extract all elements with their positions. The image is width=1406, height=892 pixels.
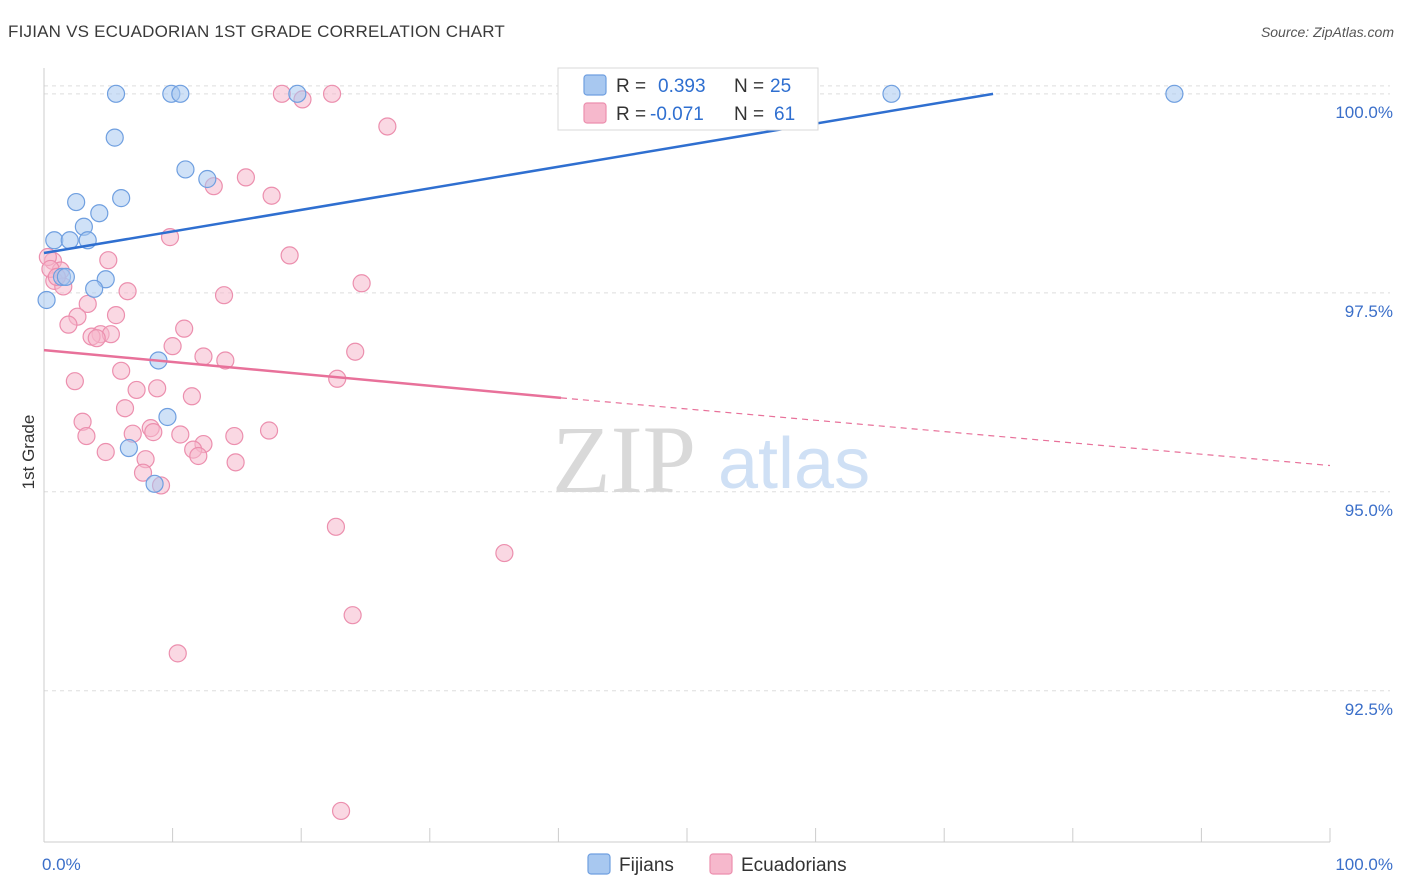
stats-legend: R = 0.393 N = 25 R = -0.071 N = 61: [557, 67, 819, 131]
watermark-atlas: atlas: [718, 424, 870, 504]
x-tick-label-1: 100.0%: [1335, 855, 1393, 874]
fijians-n-value: 25: [770, 76, 791, 97]
watermark: ZIP atlas: [552, 406, 870, 513]
ecuadorian-point-53: [326, 517, 346, 536]
chart-title: FIJIAN VS ECUADORIAN 1ST GRADE CORRELATI…: [8, 22, 506, 41]
ecuadorian-point-31: [65, 372, 84, 391]
y-tick-label-2: 97.5%: [1345, 302, 1393, 321]
ecuadorian-point-56: [168, 644, 187, 663]
ecuadorian-point-14: [352, 274, 371, 293]
fijian-point-22: [158, 407, 177, 427]
chart-source: Source: ZipAtlas.com: [1260, 24, 1394, 40]
fijian-point-11: [90, 204, 109, 223]
ecuadorian-point-51: [133, 463, 153, 482]
ecuadorians-r-label: R =: [616, 104, 646, 125]
fijian-point-13: [45, 231, 64, 250]
ecuadorian-point-1: [322, 84, 342, 103]
ecuadorian-point-17: [78, 294, 97, 314]
fijians-r-label: R =: [616, 76, 646, 97]
y-tick-label-0: 92.5%: [1345, 700, 1393, 719]
legend-fijians-swatch: [587, 853, 611, 875]
ecuadorian-trend-line-extension: [560, 397, 1331, 467]
ecuadorian-point-36: [115, 399, 135, 418]
ecuadorian-point-0: [272, 84, 292, 103]
fijian-point-20: [37, 290, 56, 310]
ecuadorian-point-50: [226, 453, 245, 472]
fijian-point-2: [171, 84, 190, 103]
fijian-point-0: [106, 84, 126, 103]
watermark-zip: ZIP: [552, 406, 696, 513]
ecuadorian-point-21: [175, 319, 194, 338]
y-axis-label: 1st Grade: [19, 415, 38, 490]
ecuadorian-point-15: [118, 282, 137, 301]
fijian-point-6: [105, 128, 124, 147]
ecuadorian-point-35: [182, 387, 201, 406]
fijians-r-value: 0.393: [658, 76, 706, 97]
ecuadorian-point-16: [214, 286, 234, 305]
trend-lines: [43, 92, 1331, 467]
ecuadorian-trend-line: [43, 348, 562, 400]
x-tick-label-0: 0.0%: [42, 855, 81, 874]
fijian-point-3: [288, 84, 307, 103]
ecuadorian-point-43: [77, 426, 96, 446]
legend-ecuadorians-swatch: [709, 853, 733, 875]
fijian-point-23: [119, 438, 138, 458]
ecuadorian-point-41: [171, 425, 190, 444]
fijian-point-8: [198, 169, 217, 189]
ecuadorian-point-30: [112, 361, 131, 380]
ecuadorian-point-4: [236, 168, 256, 187]
ecuadorian-point-48: [189, 446, 208, 466]
ecuadorian-point-18: [106, 306, 126, 325]
fijian-point-19: [85, 279, 104, 298]
legend-ecuadorians-label: Ecuadorians: [741, 855, 847, 876]
ecuadorian-point-9: [99, 251, 118, 270]
legend-fijians-label: Fijians: [619, 855, 674, 876]
ecuadorian-point-28: [194, 347, 213, 366]
ecuadorian-point-25: [87, 329, 106, 348]
ecuadorian-point-47: [96, 442, 115, 462]
ecuadorian-point-42: [259, 421, 279, 440]
fijian-point-14: [60, 231, 79, 250]
fijians-swatch: [583, 74, 607, 96]
y-tick-label-3: 100.0%: [1335, 103, 1393, 122]
ecuadorian-point-26: [163, 337, 182, 356]
fijian-trend-line: [43, 92, 994, 255]
ecuadorians-swatch: [583, 102, 607, 124]
ecuadorian-point-3: [378, 117, 397, 136]
fijian-point-7: [176, 160, 195, 179]
ecuadorian-point-27: [346, 342, 365, 361]
data-points: [37, 84, 1184, 821]
fijian-point-24: [145, 474, 164, 493]
y-tick-label-1: 95.0%: [1345, 501, 1393, 520]
fijian-point-5: [1165, 84, 1184, 103]
ecuadorian-point-54: [495, 543, 514, 563]
fijian-point-9: [67, 192, 86, 212]
ecuadorian-point-33: [127, 380, 146, 400]
ecuadorian-point-29: [216, 351, 235, 370]
ecuadorian-point-20: [59, 315, 78, 334]
ecuadorian-point-55: [343, 606, 362, 625]
ecuadorian-point-8: [280, 246, 299, 265]
ecuadorian-point-40: [144, 423, 163, 442]
fijian-point-4: [882, 84, 901, 103]
tick-labels: 92.5% 95.0% 97.5% 100.0% 0.0% 100.0%: [42, 103, 1393, 874]
ecuadorians-n-value: 61: [774, 104, 795, 125]
series-legend: Fijians Ecuadorians: [587, 853, 847, 876]
ecuadorian-point-57: [331, 801, 351, 821]
ecuadorians-n-label: N =: [734, 104, 764, 125]
ecuadorian-point-6: [262, 186, 281, 205]
ecuadorians-r-value: -0.071: [650, 104, 704, 125]
fijian-point-18: [56, 267, 75, 286]
ecuadorian-point-44: [225, 426, 244, 446]
fijians-n-label: N =: [734, 76, 764, 97]
ecuadorian-point-34: [148, 379, 167, 398]
axes: [43, 68, 1331, 843]
fijian-point-10: [112, 189, 131, 208]
